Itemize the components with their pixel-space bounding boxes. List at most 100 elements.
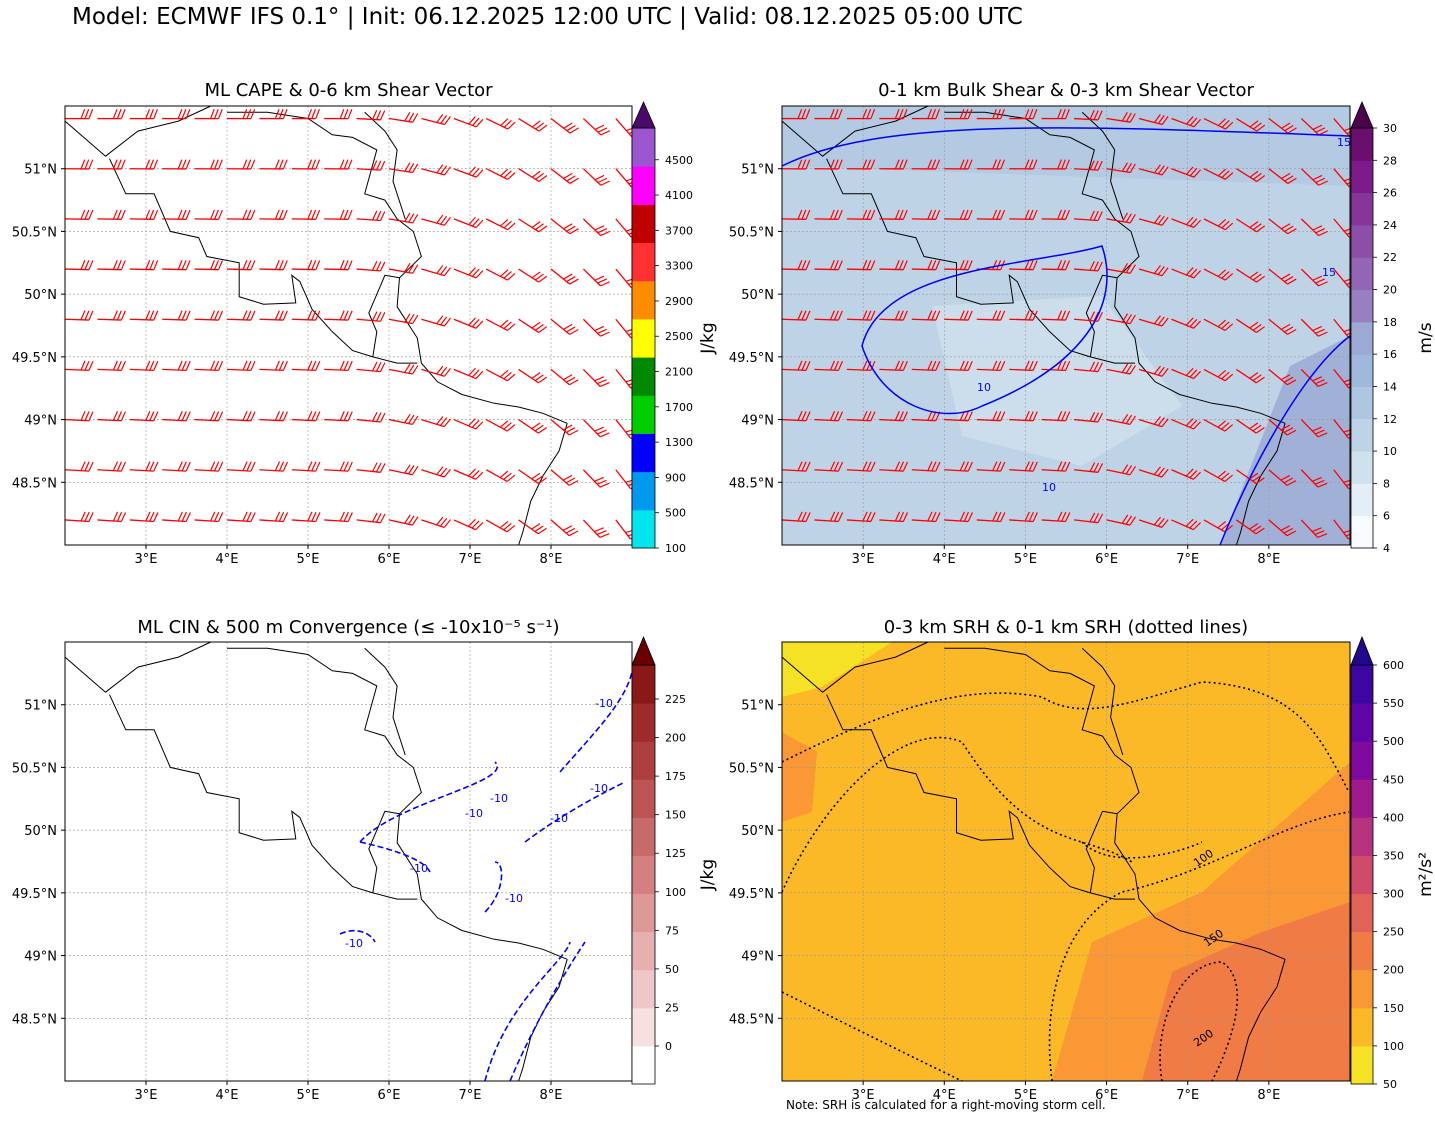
- colorbar-tick-label: 100: [665, 886, 686, 899]
- wind-barb-feather: [88, 260, 94, 270]
- wind-barb-feather: [1312, 174, 1323, 181]
- colorbar-tick-label: 900: [665, 471, 686, 484]
- wind-barb-feather: [1255, 477, 1265, 484]
- wind-barb-feather: [246, 511, 252, 522]
- wind-barb-feather: [375, 412, 382, 422]
- wind-barb-feather: [145, 310, 151, 321]
- wind-barb-feather: [116, 260, 122, 270]
- wind-barb-feather: [1283, 477, 1294, 484]
- wind-barb-feather: [1065, 461, 1071, 472]
- wind-barb-feather: [1252, 424, 1262, 432]
- wind-barb-feather: [898, 360, 904, 371]
- wind-barb-feather: [996, 461, 1002, 472]
- wind-barb-feather: [246, 360, 252, 371]
- country-border: [1085, 810, 1118, 893]
- wind-barb-feather: [805, 310, 811, 321]
- wind-barb-feather: [404, 363, 411, 373]
- wind-barb-feather: [1089, 160, 1095, 170]
- colorbar-segment: [632, 665, 655, 704]
- wind-barb-feather: [1057, 461, 1063, 471]
- wind-barb-feather: [1032, 159, 1038, 170]
- wind-barb-feather: [440, 366, 448, 376]
- wind-barb-feather: [797, 159, 803, 170]
- wind-barb-feather: [1189, 117, 1198, 126]
- wind-barb-feather: [436, 214, 444, 224]
- wind-barb-feather: [1256, 175, 1266, 182]
- wind-barb-feather: [274, 159, 280, 170]
- wind-barb-feather: [959, 310, 965, 321]
- wind-barb-feather: [1089, 260, 1095, 271]
- y-tick-label: 48.5°N: [729, 1012, 774, 1027]
- contour-label: 10: [977, 381, 991, 394]
- country-border: [227, 111, 568, 424]
- colorbar-tick-label: 4: [1383, 542, 1390, 555]
- wind-barb-feather: [311, 310, 317, 321]
- wind-barb-feather: [992, 410, 998, 421]
- wind-barb-feather: [376, 261, 382, 271]
- wind-barb-feather: [1284, 225, 1294, 232]
- y-tick-label: 48.5°N: [729, 476, 774, 491]
- wind-barb-feather: [242, 461, 248, 471]
- wind-barb-feather: [1317, 533, 1328, 538]
- x-tick-label: 5°E: [297, 552, 320, 567]
- wind-barb-feather: [927, 260, 933, 270]
- wind-barb-feather: [959, 109, 965, 119]
- wind-barb-feather: [959, 360, 965, 371]
- wind-barb-feather: [600, 331, 610, 337]
- wind-barb-feather: [1089, 512, 1096, 523]
- wind-barb-feather: [436, 365, 444, 375]
- wind-barb-feather: [1024, 310, 1030, 321]
- wind-barb-feather: [1185, 468, 1194, 477]
- wind-barb-feather: [1318, 331, 1328, 337]
- wind-barb-feather: [894, 310, 900, 321]
- wind-barb-feather: [185, 209, 191, 220]
- wind-barb-feather: [1283, 376, 1294, 383]
- wind-barb-feather: [538, 326, 548, 333]
- wind-barb-feather: [898, 310, 904, 321]
- wind-barb-feather: [1093, 160, 1099, 171]
- wind-barb-feather: [1028, 260, 1034, 270]
- wind-barb-feather: [801, 209, 807, 220]
- wind-barb-feather: [931, 310, 937, 321]
- wind-barb-feather: [1193, 522, 1201, 531]
- wind-barb-feather: [1221, 170, 1230, 179]
- wind-barb-feather: [499, 420, 509, 428]
- wind-barb-feather: [1129, 163, 1136, 173]
- wind-barb-feather: [185, 461, 191, 472]
- wind-barb: [1074, 117, 1099, 121]
- wind-barb-feather: [379, 463, 386, 473]
- wind-barb-feather: [963, 511, 970, 522]
- wind-barb-feather: [594, 124, 605, 131]
- colorbar: 4 6 8 10 12 14 16 18 20 22 24 26 28 30 m/s: [1350, 100, 1435, 555]
- colorbar-tick-label: 50: [1383, 1078, 1397, 1091]
- colorbar: 100 500 900 1300 1700 2100 2500 2900 3300 3700 410…: [631, 101, 718, 555]
- wind-barb-feather: [500, 168, 509, 177]
- wind-barb-feather: [1093, 311, 1099, 322]
- wind-barb-feather: [278, 159, 284, 170]
- wind-barb-feather: [210, 360, 216, 371]
- wind-barb-feather: [153, 512, 159, 522]
- wind-barb-feather: [1125, 515, 1133, 525]
- wind-barb-feather: [1032, 512, 1038, 522]
- wind-barb-feather: [596, 479, 607, 485]
- wind-barb-feather: [1256, 225, 1266, 233]
- wind-barb-feather: [145, 109, 151, 119]
- wind-barb-feather: [339, 410, 345, 421]
- wind-barb-feather: [833, 260, 839, 270]
- wind-barb-feather: [1089, 411, 1096, 422]
- wind-barb-feather: [538, 225, 548, 233]
- wind-barb-feather: [404, 112, 411, 122]
- wind-barb-feather: [379, 362, 386, 372]
- colorbar-segment: [1351, 192, 1373, 226]
- wind-barb-feather: [412, 163, 419, 173]
- wind-barb-feather: [862, 209, 868, 220]
- wind-barb-feather: [1161, 317, 1169, 327]
- wind-barb-feather: [112, 109, 118, 119]
- wind-barb-feather: [1287, 379, 1297, 386]
- wind-barb-feather: [1057, 360, 1063, 371]
- wind-barb-feather: [535, 122, 544, 130]
- wind-barb-feather: [1097, 110, 1103, 121]
- wind-barb-feather: [862, 109, 868, 119]
- wind-barb-feather: [372, 260, 378, 271]
- wind-barb-feather: [833, 310, 839, 321]
